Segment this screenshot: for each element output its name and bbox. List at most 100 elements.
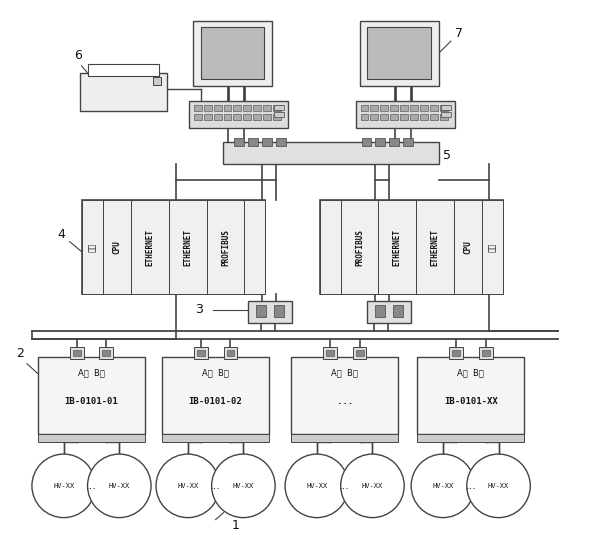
Text: 6: 6 <box>73 50 82 63</box>
Bar <box>390 113 398 119</box>
Bar <box>371 105 378 111</box>
Bar <box>194 347 208 359</box>
Text: 4: 4 <box>58 228 66 241</box>
Bar <box>430 113 438 119</box>
Bar <box>482 350 490 356</box>
Text: CPU: CPU <box>464 240 472 254</box>
Bar <box>273 105 281 111</box>
Text: HV-XX: HV-XX <box>53 483 75 489</box>
Bar <box>420 113 428 119</box>
Text: A网  B网: A网 B网 <box>331 368 358 377</box>
Bar <box>38 357 145 434</box>
Bar <box>214 105 221 111</box>
Ellipse shape <box>156 454 220 517</box>
Bar <box>79 73 167 111</box>
Bar <box>224 113 231 119</box>
Bar <box>244 200 265 294</box>
Bar <box>131 200 169 294</box>
Bar <box>375 305 385 317</box>
Bar <box>340 200 378 294</box>
Bar <box>162 434 269 442</box>
Text: ...: ... <box>337 397 353 406</box>
Bar <box>201 27 264 79</box>
Bar <box>224 105 231 111</box>
Text: HV-XX: HV-XX <box>432 483 453 489</box>
Bar <box>262 139 272 147</box>
Bar <box>207 200 244 294</box>
Bar <box>274 305 284 317</box>
Text: A网  B网: A网 B网 <box>202 368 229 377</box>
Bar <box>162 357 269 434</box>
Bar <box>73 350 81 356</box>
Bar <box>233 113 242 119</box>
Bar <box>204 105 211 111</box>
Bar <box>479 347 493 359</box>
Bar <box>291 434 398 442</box>
Bar <box>104 200 131 294</box>
Bar <box>440 113 448 119</box>
Bar <box>189 101 288 128</box>
Bar <box>410 105 418 111</box>
Bar <box>274 112 284 117</box>
Text: ...: ... <box>86 481 97 491</box>
Bar <box>368 301 411 323</box>
Text: 5: 5 <box>443 149 451 162</box>
Text: HV-XX: HV-XX <box>488 483 509 489</box>
Bar <box>368 27 431 79</box>
Bar <box>253 113 261 119</box>
Ellipse shape <box>340 454 404 517</box>
Bar <box>482 200 503 294</box>
Text: PROFIBUS: PROFIBUS <box>355 228 364 265</box>
Bar <box>214 113 221 119</box>
Bar <box>430 105 438 111</box>
Bar <box>400 113 408 119</box>
Text: ...: ... <box>339 481 350 491</box>
Bar <box>441 112 451 117</box>
Bar <box>234 139 244 147</box>
Bar <box>243 105 252 111</box>
Ellipse shape <box>411 454 475 517</box>
Bar <box>194 113 202 119</box>
Bar <box>381 105 388 111</box>
Bar <box>197 350 205 356</box>
Text: IB-0101-02: IB-0101-02 <box>189 397 243 406</box>
Bar <box>227 350 234 356</box>
Text: ETHERNET: ETHERNET <box>146 228 155 265</box>
Bar <box>243 113 252 119</box>
Text: ...: ... <box>210 481 221 491</box>
Bar <box>417 434 525 442</box>
Bar <box>82 200 104 294</box>
Ellipse shape <box>466 454 530 517</box>
Bar <box>224 347 237 359</box>
Bar <box>38 434 145 442</box>
Text: HV-XX: HV-XX <box>177 483 198 489</box>
Text: CPU: CPU <box>113 240 122 254</box>
Bar <box>274 105 284 110</box>
Text: HV-XX: HV-XX <box>109 483 130 489</box>
Bar <box>253 105 261 111</box>
Ellipse shape <box>211 454 275 517</box>
Bar <box>356 350 363 356</box>
Bar <box>88 64 159 76</box>
Bar <box>375 139 385 147</box>
Text: 电源: 电源 <box>488 242 497 251</box>
Bar <box>417 357 525 434</box>
Bar <box>320 200 503 294</box>
Text: 7: 7 <box>455 27 463 40</box>
Text: 1: 1 <box>231 519 239 532</box>
Bar <box>452 350 460 356</box>
Text: 电源: 电源 <box>88 242 97 251</box>
Bar <box>263 113 271 119</box>
Bar <box>194 105 202 111</box>
Bar <box>223 142 439 164</box>
Bar <box>291 357 398 434</box>
Ellipse shape <box>285 454 349 517</box>
Bar <box>361 113 368 119</box>
Bar <box>362 139 371 147</box>
Text: ...: ... <box>465 481 476 491</box>
Text: ETHERNET: ETHERNET <box>184 228 192 265</box>
Bar <box>353 347 366 359</box>
Text: A网  B网: A网 B网 <box>78 368 105 377</box>
Bar <box>416 200 454 294</box>
Ellipse shape <box>32 454 95 517</box>
